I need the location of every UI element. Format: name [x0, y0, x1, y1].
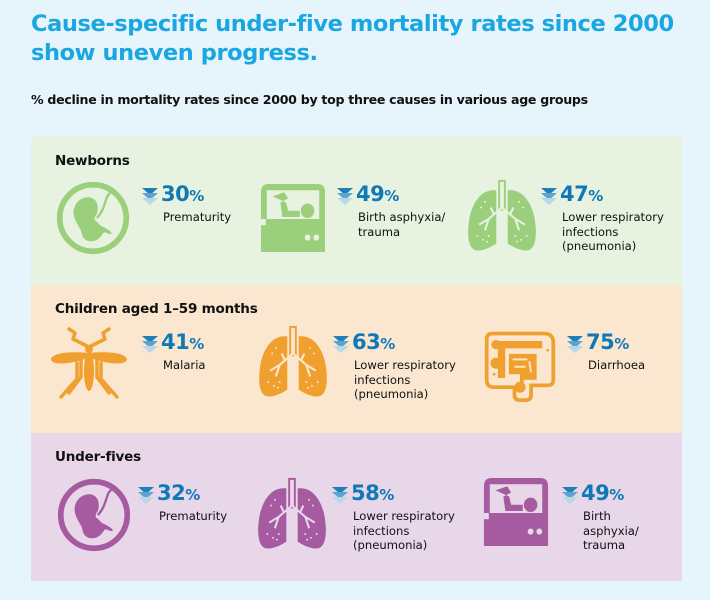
- decline-arrow-icon: [137, 486, 155, 506]
- cause-label: Birth asphyxia/ trauma: [583, 509, 639, 552]
- section-newborns: Newborns 30% Prematurity 49% Birth asphy…: [31, 137, 682, 285]
- percent-value: 41%: [161, 330, 204, 354]
- decline-arrow-icon: [336, 187, 354, 207]
- fetus-icon: [56, 477, 132, 553]
- page-subtitle: % decline in mortality rates since 2000 …: [31, 92, 588, 107]
- decline-arrow-icon: [540, 187, 558, 207]
- section-title: Under-fives: [55, 449, 141, 465]
- percent-value: 75%: [586, 330, 629, 354]
- section-under-fives: Under-fives 32% Prematurity 58% Lower re…: [31, 433, 682, 581]
- section-children: Children aged 1–59 months 41% Malaria 63…: [31, 285, 682, 433]
- page-title: Cause-specific under-five mortality rate…: [31, 11, 674, 66]
- percent-value: 47%: [560, 182, 603, 206]
- decline-arrow-icon: [141, 187, 159, 207]
- decline-arrow-icon: [141, 335, 159, 355]
- lungs-icon: [255, 325, 331, 401]
- fetus-icon: [55, 180, 131, 256]
- percent-value: 49%: [581, 481, 624, 505]
- decline-arrow-icon: [561, 486, 579, 506]
- intestine-icon: [483, 328, 557, 402]
- decline-arrow-icon: [331, 486, 349, 506]
- cause-label: Malaria: [163, 358, 206, 372]
- percent-value: 58%: [351, 481, 394, 505]
- cause-label: Prematurity: [163, 210, 232, 224]
- cause-label: Birth asphyxia/ trauma: [358, 210, 446, 239]
- lungs-icon: [464, 179, 540, 255]
- decline-arrow-icon: [332, 335, 350, 355]
- section-title: Newborns: [55, 153, 130, 169]
- cause-label: Lower respiratory infections (pneumonia): [562, 210, 664, 253]
- cause-label: Prematurity: [159, 509, 228, 523]
- percent-value: 63%: [352, 330, 395, 354]
- section-title: Children aged 1–59 months: [55, 301, 258, 317]
- percent-value: 30%: [161, 182, 204, 206]
- incubator-icon: [482, 476, 550, 548]
- incubator-icon: [259, 182, 327, 254]
- mosquito-icon: [49, 325, 129, 405]
- cause-label: Diarrhoea: [588, 358, 646, 372]
- lungs-icon: [254, 477, 330, 553]
- cause-label: Lower respiratory infections (pneumonia): [354, 358, 456, 401]
- cause-label: Lower respiratory infections (pneumonia): [353, 509, 455, 552]
- percent-value: 32%: [157, 481, 200, 505]
- decline-arrow-icon: [566, 335, 584, 355]
- percent-value: 49%: [356, 182, 399, 206]
